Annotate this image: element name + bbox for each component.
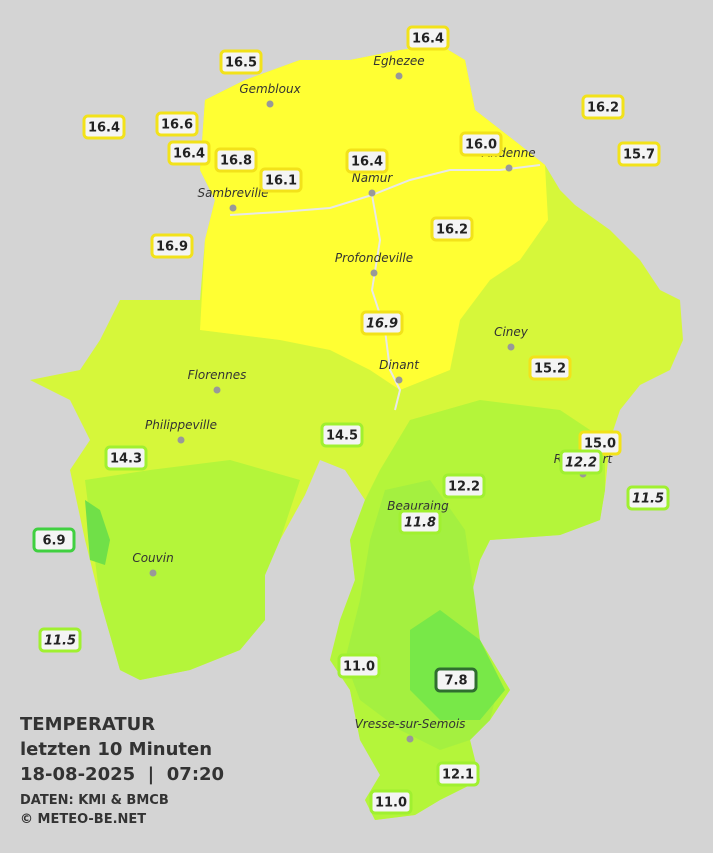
station-temperature: 16.4 [173,147,205,162]
station-temperature: 16.4 [88,121,120,136]
station-temperature: 6.9 [42,534,65,549]
station-box [214,147,258,173]
station-temperature: 16.2 [587,101,619,116]
city-dot [507,343,515,351]
station-box [337,653,381,679]
station-temperature: 16.5 [225,56,257,71]
city-name: Philippeville [145,418,217,432]
river [229,164,541,216]
station-temperature: 12.2 [448,480,480,495]
station-box [219,49,263,75]
subtitle: letzten 10 Minuten [20,739,212,760]
station-box [32,527,76,553]
station-box [82,114,126,140]
station-box [559,449,603,475]
station-box [434,667,478,693]
station-box [626,485,670,511]
station-temperature: 16.2 [436,223,468,238]
station-box [581,94,625,120]
station-temperature: 16.1 [265,174,297,189]
city-dot [395,376,403,384]
station-box [360,310,404,336]
station-temperature: 11.5 [44,634,76,649]
city-name: Namur [352,171,394,185]
station-temperature: 11.8 [404,516,436,531]
zone-warm [200,45,548,390]
station-temperature: 12.2 [565,456,597,471]
station-box [430,216,474,242]
station-temperature: 11.0 [343,660,375,675]
station-temperature: 12.1 [442,768,474,783]
station-temperature: 16.8 [220,154,252,169]
station-temperature: 16.9 [156,240,188,255]
city-dot [177,436,185,444]
station-box [38,627,82,653]
title: TEMPERATUR [20,714,155,735]
city-dot [395,72,403,80]
city-name: Dinant [379,358,420,372]
datetime: 18-08-2025 | 07:20 [20,764,224,785]
station-box [436,761,480,787]
city-dot [213,386,221,394]
station-box [345,148,389,174]
zone-cool [85,460,300,680]
station-box [442,473,486,499]
city-name: Couvin [132,551,173,565]
city-name: Vresse-sur-Semois [355,717,466,731]
station-temperature: 16.6 [161,118,193,133]
city-dot [370,269,378,277]
city-name: Profondeville [335,251,413,265]
station-box [406,25,450,51]
station-temperature: 16.4 [351,155,383,170]
city-dot [368,189,376,197]
station-box [259,167,303,193]
station-temperature: 16.9 [366,317,398,332]
station-box [320,422,364,448]
station-temperature: 7.8 [444,674,467,689]
station-box [398,509,442,535]
station-temperature: 11.5 [632,492,664,507]
city-dot [505,164,513,172]
station-temperature: 16.4 [412,32,444,47]
station-temperature: 16.0 [465,138,497,153]
station-temperature: 15.7 [623,148,655,163]
zone-coldest [85,500,110,565]
city-name: Sambreville [197,186,268,200]
station-temperature: 15.2 [534,362,566,377]
station-temperature: 14.5 [326,429,358,444]
station-temperature: 15.0 [584,437,616,452]
city-dot [406,735,414,743]
city-dot [229,204,237,212]
city-name: Gembloux [239,82,301,96]
station-temperature: 11.0 [375,796,407,811]
city-name: Ciney [494,325,529,339]
station-box [150,233,194,259]
zone-coldest [410,610,505,720]
station-box [459,131,503,157]
station-box [167,140,211,166]
station-temperature: 14.3 [110,452,142,467]
city-name: Florennes [188,368,247,382]
station-box [104,445,148,471]
city-dot [149,569,157,577]
source: DATEN: KMI & BMCB [20,793,169,808]
city-dot [266,100,274,108]
copyright: © METEO-BE.NET [20,812,146,827]
station-box [155,111,199,137]
station-box [369,789,413,815]
station-box [617,141,661,167]
city-name: Eghezee [373,54,424,68]
station-box [528,355,572,381]
